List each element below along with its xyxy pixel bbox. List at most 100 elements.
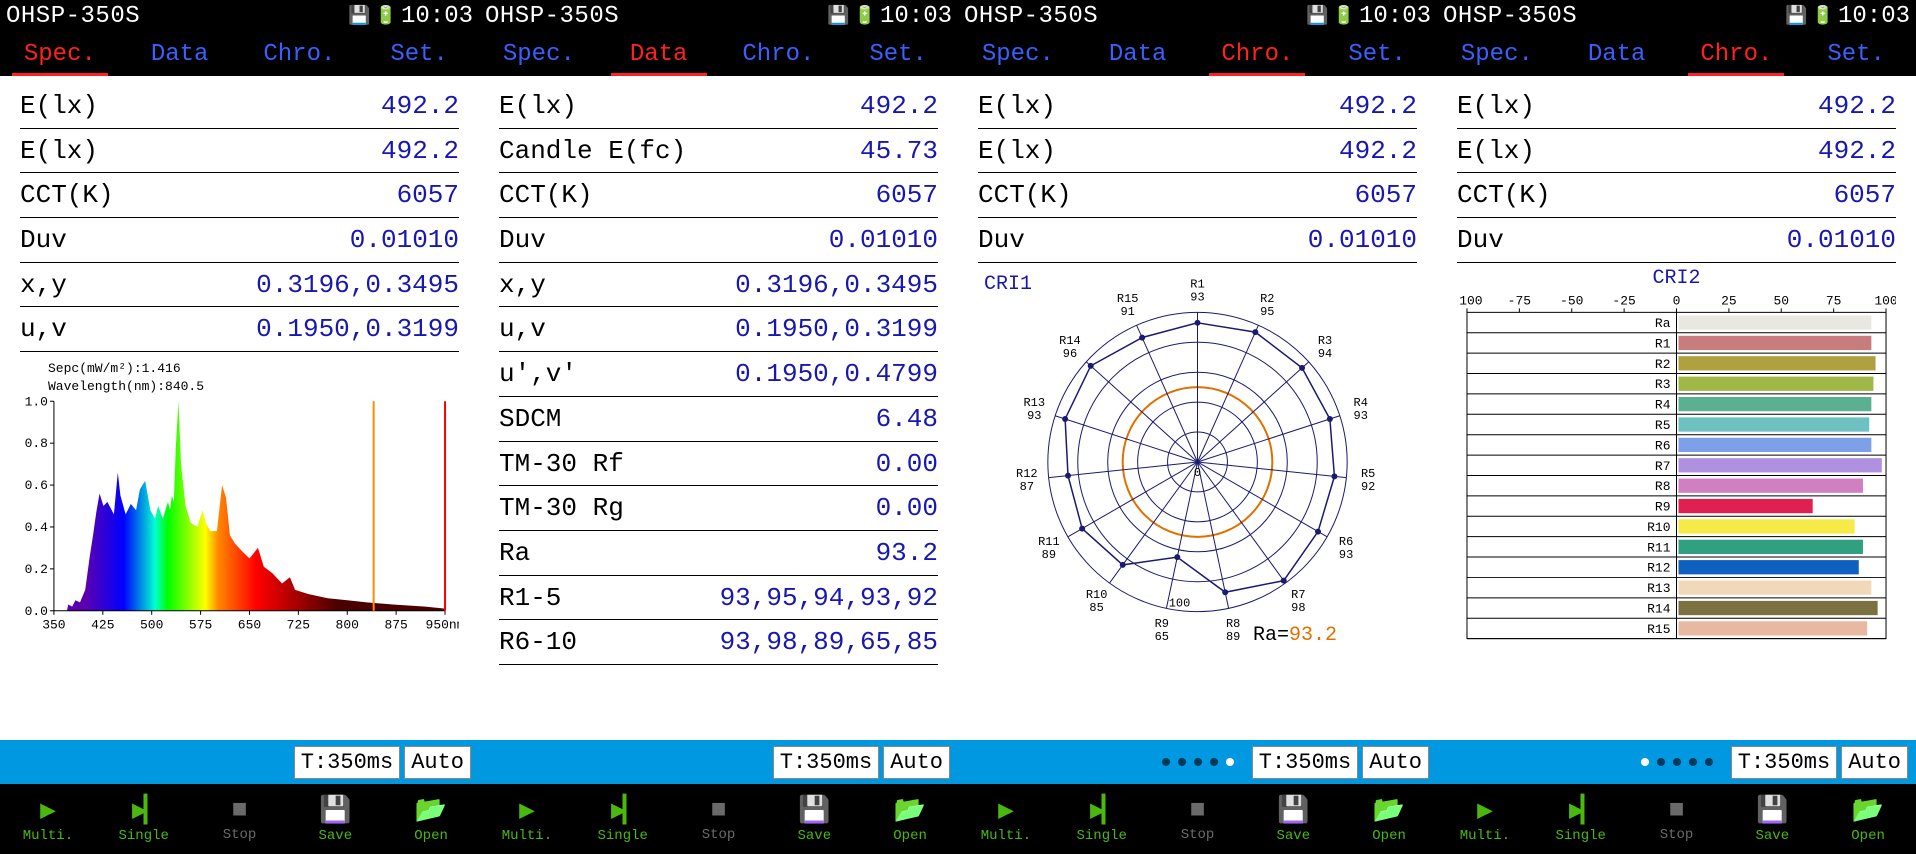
data-row: x,y0.3196,0.3495	[20, 263, 459, 308]
svg-text:91: 91	[1121, 305, 1135, 319]
tab-spec[interactable]: Spec.	[479, 32, 599, 76]
data-row: Duv 0.01010	[1457, 218, 1896, 263]
tab-set[interactable]: Set.	[1796, 32, 1916, 76]
timing-field[interactable]: T:350ms	[773, 746, 879, 779]
single-button[interactable]: Single	[96, 784, 192, 854]
svg-text:R12: R12	[1016, 467, 1038, 481]
dot-icon	[1673, 758, 1681, 766]
svg-text:87: 87	[1020, 480, 1034, 494]
multi-button[interactable]: Multi.	[958, 784, 1054, 854]
dot-icon	[1162, 758, 1170, 766]
svg-text:R4: R4	[1354, 396, 1368, 410]
row-label: SDCM	[499, 401, 561, 439]
svg-text:0.6: 0.6	[25, 478, 48, 493]
row-label: E(lx)	[20, 133, 98, 171]
multi-button[interactable]: Multi.	[479, 784, 575, 854]
open-button[interactable]: Open	[1820, 784, 1916, 854]
clock: 10:03	[1838, 3, 1910, 30]
stop-button[interactable]: Stop	[1150, 784, 1246, 854]
svg-text:R10: R10	[1086, 588, 1108, 602]
auto-button[interactable]: Auto	[1841, 746, 1908, 779]
tab-spec[interactable]: Spec.	[1437, 32, 1557, 76]
tab-set[interactable]: Set.	[838, 32, 958, 76]
row-label: Duv	[1457, 222, 1504, 260]
content-spec: E(lx)492.2E(lx)492.2CCT(K)6057Duv0.01010…	[0, 76, 479, 740]
dot-icon	[1178, 758, 1186, 766]
tab-chro[interactable]: Chro.	[719, 32, 839, 76]
timing-field[interactable]: T:350ms	[1252, 746, 1358, 779]
tabs: Spec. Data Chro. Set.	[479, 32, 958, 76]
svg-text:93: 93	[1027, 409, 1041, 423]
tab-set[interactable]: Set.	[1317, 32, 1437, 76]
spec-meta-wavelength: Wavelength(nm):840.5	[48, 378, 459, 396]
data-row: TM-30 Rg0.00	[499, 486, 938, 531]
tab-spec[interactable]: Spec.	[958, 32, 1078, 76]
open-button[interactable]: Open	[1341, 784, 1437, 854]
device-model: OHSP-350S	[964, 3, 1098, 30]
save-button[interactable]: Save	[1245, 784, 1341, 854]
row-value: 492.2	[1818, 88, 1896, 126]
row-value: 492.2	[860, 88, 938, 126]
timing-field[interactable]: T:350ms	[294, 746, 400, 779]
tab-data[interactable]: Data	[1557, 32, 1677, 76]
tab-data[interactable]: Data	[120, 32, 240, 76]
stop-button[interactable]: Stop	[1629, 784, 1725, 854]
single-button[interactable]: Single	[1533, 784, 1629, 854]
svg-text:R3: R3	[1318, 334, 1332, 348]
svg-text:95: 95	[1260, 305, 1274, 319]
row-value: 0.1950,0.4799	[735, 356, 938, 394]
row-value: 6057	[1355, 177, 1417, 215]
tab-data[interactable]: Data	[599, 32, 719, 76]
row-label: CCT(K)	[978, 177, 1072, 215]
row-value: 45.73	[860, 133, 938, 171]
svg-text:R1: R1	[1190, 277, 1204, 291]
row-value: 0.01010	[1787, 222, 1896, 260]
row-label: Candle E(fc)	[499, 133, 686, 171]
battery-icon: 🔋	[1333, 5, 1355, 27]
svg-text:R14: R14	[1059, 334, 1081, 348]
stop-button[interactable]: Stop	[671, 784, 767, 854]
save-button[interactable]: Save	[1724, 784, 1820, 854]
bottom-bar: Multi. Single Stop Save Open	[0, 784, 479, 854]
row-label: Duv	[978, 222, 1025, 260]
tab-chro[interactable]: Chro.	[1677, 32, 1797, 76]
row-label: TM-30 Rf	[499, 446, 624, 484]
page-dots	[1641, 758, 1713, 766]
save-icon	[319, 795, 351, 826]
tab-spec[interactable]: Spec.	[0, 32, 120, 76]
auto-button[interactable]: Auto	[883, 746, 950, 779]
multi-button[interactable]: Multi.	[0, 784, 96, 854]
save-button[interactable]: Save	[287, 784, 383, 854]
data-row: CCT(K)6057	[1457, 173, 1896, 218]
svg-text:725: 725	[287, 618, 310, 633]
row-value: 6.48	[876, 401, 938, 439]
svg-text:93: 93	[1354, 409, 1368, 423]
svg-text:0.8: 0.8	[25, 436, 48, 451]
svg-text:85: 85	[1089, 601, 1103, 615]
open-icon	[415, 795, 447, 826]
open-button[interactable]: Open	[862, 784, 958, 854]
single-button[interactable]: Single	[575, 784, 671, 854]
single-button[interactable]: Single	[1054, 784, 1150, 854]
svg-text:R13: R13	[1647, 581, 1670, 596]
dot-icon	[1194, 758, 1202, 766]
svg-text:R8: R8	[1655, 479, 1671, 494]
stop-button[interactable]: Stop	[192, 784, 288, 854]
row-label: u,v	[20, 311, 67, 349]
tab-set[interactable]: Set.	[359, 32, 479, 76]
tab-chro[interactable]: Chro.	[240, 32, 360, 76]
panel-spec: OHSP-350S 💾 🔋 10:03 Spec. Data Chro. Set…	[0, 0, 479, 854]
timing-field[interactable]: T:350ms	[1731, 746, 1837, 779]
open-button[interactable]: Open	[383, 784, 479, 854]
svg-text:R8: R8	[1226, 617, 1240, 631]
svg-text:R14: R14	[1647, 601, 1671, 616]
tab-chro[interactable]: Chro.	[1198, 32, 1318, 76]
auto-button[interactable]: Auto	[1362, 746, 1429, 779]
auto-button[interactable]: Auto	[404, 746, 471, 779]
row-label: x,y	[20, 267, 67, 305]
tab-data[interactable]: Data	[1078, 32, 1198, 76]
save-button[interactable]: Save	[766, 784, 862, 854]
multi-button[interactable]: Multi.	[1437, 784, 1533, 854]
svg-text:R11: R11	[1038, 535, 1060, 549]
clock: 10:03	[880, 3, 952, 30]
